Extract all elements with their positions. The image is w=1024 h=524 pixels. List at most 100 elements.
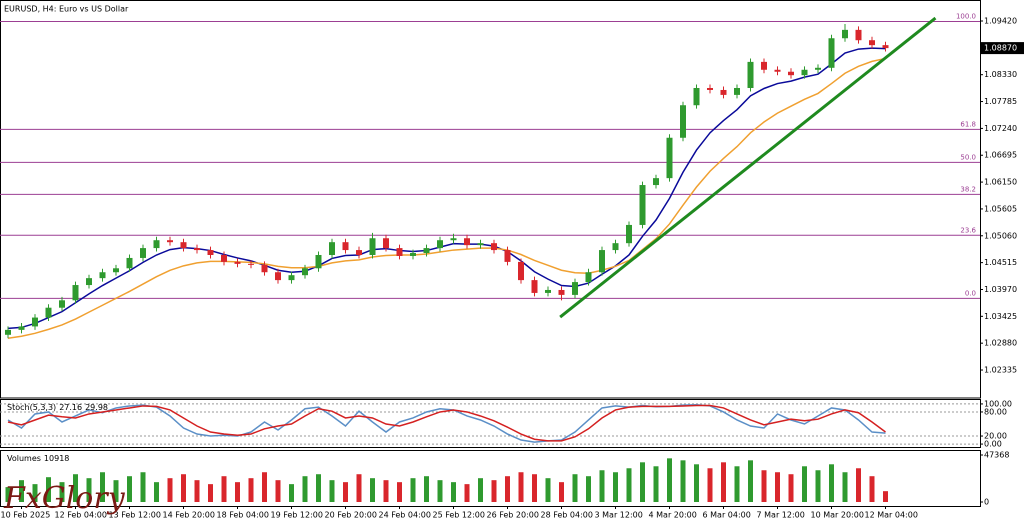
candle-body xyxy=(545,289,551,293)
volume-bar xyxy=(667,458,672,503)
candle-body xyxy=(680,105,686,138)
y-tick-label: 1.07785 xyxy=(984,97,1017,106)
candle-body xyxy=(531,280,538,293)
volume-bar xyxy=(383,480,389,503)
volume-bar xyxy=(856,468,861,503)
candle-body xyxy=(612,243,619,251)
x-tick-label: 4 Mar 20:00 xyxy=(649,511,697,520)
x-tick-label: 14 Feb 20:00 xyxy=(163,511,215,520)
candle-body xyxy=(423,248,430,254)
volume-bar xyxy=(289,484,294,503)
volume-bar xyxy=(680,460,686,503)
main-panel xyxy=(0,0,981,399)
candle-body xyxy=(275,272,281,281)
logo: FxGlory xyxy=(3,481,126,516)
y-tick-label: 1.05605 xyxy=(984,204,1017,213)
volume-bar xyxy=(869,476,875,503)
candle-body xyxy=(167,240,173,243)
candle-body xyxy=(234,261,241,264)
candle-body xyxy=(86,278,92,286)
volume-bar xyxy=(748,460,753,503)
volume-bar xyxy=(127,476,132,503)
candle-body xyxy=(707,87,713,90)
candle-body xyxy=(653,178,659,186)
x-tick-label: 19 Feb 12:00 xyxy=(271,511,323,520)
volume-bar xyxy=(572,474,578,503)
candle-body xyxy=(113,268,119,273)
x-tick-label: 10 Mar 20:00 xyxy=(811,511,864,520)
candle-body xyxy=(410,253,416,256)
volume-bar xyxy=(491,480,497,503)
candle-body xyxy=(288,275,295,281)
volume-bar xyxy=(505,476,510,503)
x-tick-label: 25 Feb 12:00 xyxy=(433,511,485,520)
candle-body xyxy=(558,289,565,295)
indicator-value: 29.98 xyxy=(85,403,108,412)
candle-body xyxy=(666,137,673,179)
candle-body xyxy=(342,242,349,251)
volume-bar xyxy=(167,478,173,503)
candle-body xyxy=(153,240,160,249)
candle-body xyxy=(869,40,875,46)
volume-bar xyxy=(613,472,618,503)
fib-label: 50.0 xyxy=(960,153,976,161)
candle-body xyxy=(491,243,497,251)
volume-bar xyxy=(721,462,726,503)
moving-average xyxy=(7,47,886,330)
y-tick-label: 1.02880 xyxy=(984,339,1017,348)
candle-body xyxy=(126,257,133,269)
volume-bar xyxy=(478,478,483,503)
indicator-value: 10918 xyxy=(44,454,69,463)
candle-body xyxy=(761,61,767,70)
y-tick-label: 1.09420 xyxy=(984,17,1017,26)
indicator-value: 27.16 xyxy=(59,403,82,412)
candle-body xyxy=(639,185,646,225)
volume-bar xyxy=(451,482,456,503)
candle-body xyxy=(329,242,335,255)
candle-body xyxy=(842,29,848,39)
volume-bar xyxy=(761,470,767,503)
trendline xyxy=(559,16,937,319)
y-tick-label: 1.06695 xyxy=(984,151,1017,160)
volume-bar xyxy=(194,480,200,503)
volume-bar xyxy=(707,468,713,503)
y-tick-label: 1.05060 xyxy=(984,231,1017,240)
fib-label: 100.0 xyxy=(956,12,976,20)
stoch-line xyxy=(7,404,886,442)
current-price-box xyxy=(981,42,1024,55)
volume-bar xyxy=(5,487,11,503)
x-tick-label: 12 Mar 04:00 xyxy=(865,511,918,520)
y-tick-label: 20.00 xyxy=(984,432,1007,441)
volume-bar xyxy=(221,476,227,503)
volume-bar xyxy=(518,472,524,503)
volume-bar xyxy=(181,474,186,503)
candle-body xyxy=(302,268,308,276)
candle-body xyxy=(855,29,862,41)
candle-body xyxy=(626,224,632,244)
x-tick-label: 20 Feb 20:00 xyxy=(325,511,377,520)
y-tick-label: 1.04515 xyxy=(984,258,1017,267)
x-tick-label: 13 Feb 12:00 xyxy=(109,511,161,520)
candle-body xyxy=(518,261,524,281)
volume-bar xyxy=(599,470,605,503)
volume-bar xyxy=(464,484,470,503)
volume-bar xyxy=(626,468,632,503)
candle-body xyxy=(99,272,106,279)
volume-bar xyxy=(46,477,51,503)
y-tick-label: 100.00 xyxy=(984,399,1012,408)
candle-body xyxy=(261,264,268,273)
x-tick-label: 6 Mar 04:00 xyxy=(703,511,751,520)
candle-body xyxy=(693,87,700,106)
candle-body xyxy=(599,250,605,273)
candle-body xyxy=(248,263,254,265)
volume-bar xyxy=(586,476,591,503)
candle-body xyxy=(450,238,457,241)
volume-panel xyxy=(0,450,981,507)
candle-body xyxy=(734,87,740,95)
candle-body xyxy=(383,238,389,249)
volume-bar xyxy=(694,464,699,503)
volume-bar xyxy=(329,480,335,503)
indicator-title: Volumes 10918 xyxy=(7,454,69,463)
candle-body xyxy=(828,38,835,68)
